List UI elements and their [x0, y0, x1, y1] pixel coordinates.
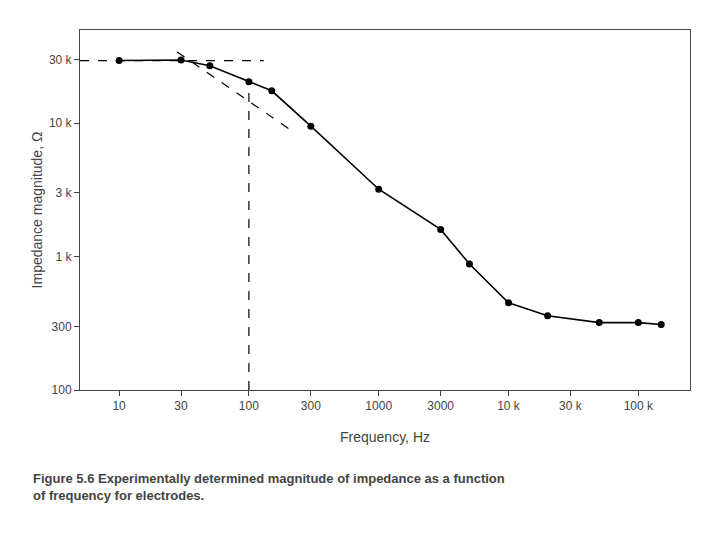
svg-text:1 k: 1 k [56, 250, 73, 264]
svg-text:Impedance magnitude, Ω: Impedance magnitude, Ω [29, 132, 45, 289]
svg-text:3 k: 3 k [56, 186, 73, 200]
svg-text:30 k: 30 k [49, 53, 73, 67]
svg-text:100: 100 [239, 399, 259, 413]
svg-text:10 k: 10 k [497, 399, 521, 413]
svg-text:3000: 3000 [427, 399, 454, 413]
svg-text:30: 30 [174, 399, 188, 413]
svg-text:30 k: 30 k [559, 399, 583, 413]
svg-text:300: 300 [301, 399, 321, 413]
svg-text:Frequency, Hz: Frequency, Hz [340, 429, 430, 445]
svg-text:1000: 1000 [365, 399, 392, 413]
svg-text:300: 300 [52, 320, 72, 334]
svg-text:Figure 5.6 Experimentally dete: Figure 5.6 Experimentally determined mag… [33, 471, 505, 503]
svg-text:100: 100 [52, 383, 72, 397]
svg-text:10: 10 [112, 399, 126, 413]
svg-text:10 k: 10 k [49, 116, 73, 130]
svg-text:100 k: 100 k [624, 399, 654, 413]
